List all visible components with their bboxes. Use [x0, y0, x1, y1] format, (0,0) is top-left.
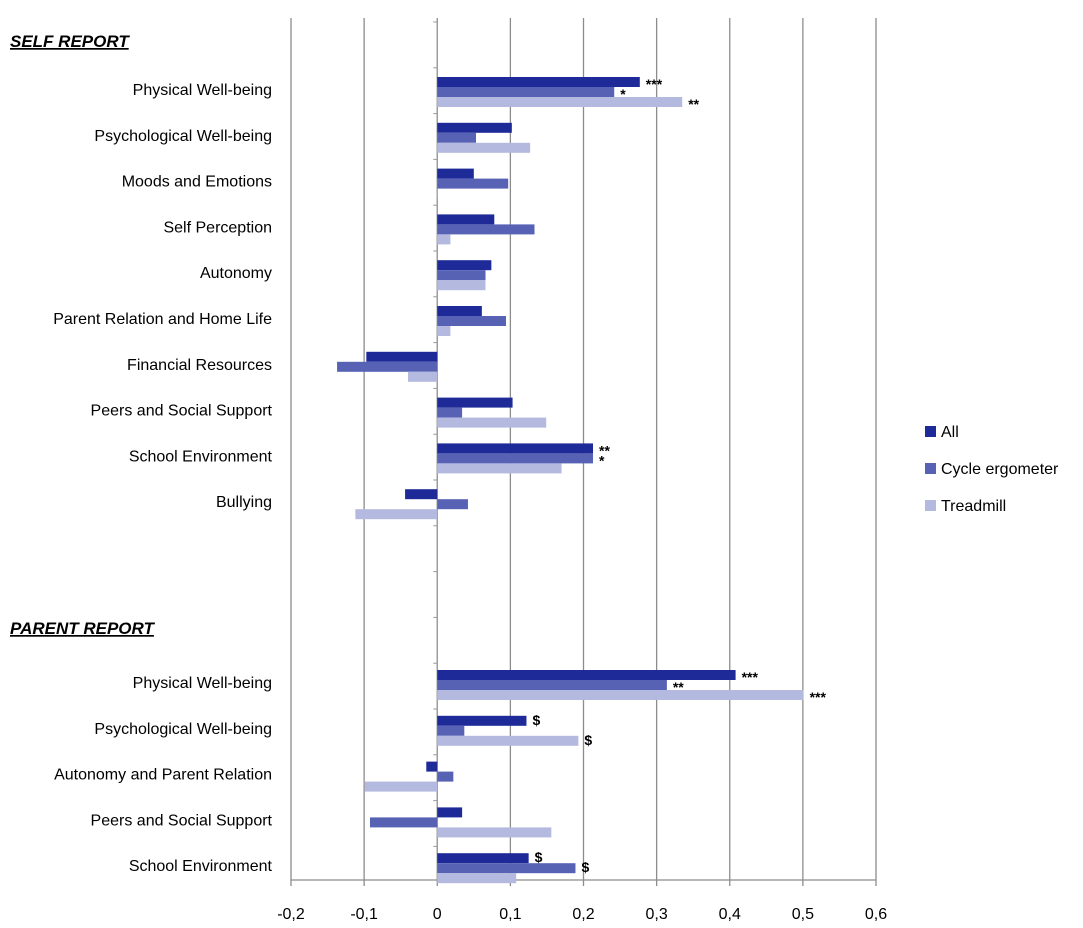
bar-all [426, 761, 438, 772]
legend-label: Cycle ergometer [941, 461, 1059, 478]
legend-swatch [925, 463, 936, 474]
bar-cycle-ergometer [437, 863, 576, 874]
category-label: Physical Well-being [133, 675, 272, 692]
category-label: Psychological Well-being [94, 128, 272, 145]
bar-all [437, 670, 736, 680]
significance-marker: *** [810, 689, 827, 705]
x-tick-label: 0,2 [572, 906, 594, 923]
bar-cycle-ergometer [437, 453, 594, 464]
category-label: Peers and Social Support [91, 812, 273, 829]
x-tick-label: 0,4 [719, 906, 741, 923]
bar-all [437, 214, 495, 225]
bar-treadmill [437, 188, 438, 199]
significance-marker: $ [532, 712, 540, 728]
significance-marker: ** [673, 679, 684, 695]
category-label: Financial Resources [127, 357, 272, 374]
bar-all [437, 397, 513, 408]
bar-cycle-ergometer [437, 132, 477, 143]
legend-swatch [925, 500, 936, 511]
bar-treadmill [437, 827, 552, 838]
bar-treadmill [437, 142, 531, 153]
bar-cycle-ergometer [437, 178, 509, 189]
significance-marker: $ [581, 859, 589, 875]
bar-treadmill [437, 97, 683, 107]
bar-treadmill [437, 873, 517, 884]
category-label: Self Perception [163, 219, 272, 236]
legend-label: All [941, 424, 959, 441]
bar-all [366, 351, 438, 362]
significance-marker: $ [584, 732, 592, 748]
section-heading: PARENT REPORT [10, 619, 156, 638]
bar-treadmill [437, 690, 804, 700]
bar-cycle-ergometer [437, 270, 486, 281]
x-tick-label: 0,5 [792, 906, 814, 923]
legend-label: Treadmill [941, 498, 1006, 515]
x-tick-label: 0,3 [646, 906, 668, 923]
category-label: Parent Relation and Home Life [53, 311, 272, 328]
x-tick-label: 0 [433, 906, 442, 923]
bar-treadmill [355, 509, 438, 520]
category-label: Physical Well-being [133, 82, 272, 99]
bar-cycle-ergometer [437, 316, 506, 326]
category-label: Autonomy and Parent Relation [54, 767, 272, 784]
bar-all [437, 168, 474, 179]
category-label: Moods and Emotions [122, 174, 272, 191]
bar-treadmill [437, 735, 579, 746]
bar-cycle-ergometer [369, 817, 438, 828]
significance-marker: * [599, 452, 605, 468]
bar-cycle-ergometer [337, 361, 438, 372]
section-heading: SELF REPORT [10, 32, 130, 51]
significance-marker: ** [688, 96, 699, 112]
bar-all [437, 715, 527, 726]
category-label: Autonomy [200, 265, 272, 282]
significance-marker: $ [535, 849, 543, 865]
bar-all [437, 853, 529, 864]
bar-all [437, 807, 463, 818]
bar-treadmill [437, 463, 562, 474]
legend-swatch [925, 426, 936, 437]
bar-cycle-ergometer [437, 725, 465, 736]
bar-all [437, 260, 492, 271]
bar-all [437, 306, 482, 316]
bar-treadmill [364, 781, 438, 792]
x-tick-label: 0,6 [865, 906, 887, 923]
bar-all [437, 443, 594, 454]
significance-marker: ** [599, 442, 610, 458]
category-label: School Environment [129, 858, 273, 875]
category-label: Psychological Well-being [94, 721, 272, 738]
bar-all [437, 122, 512, 133]
significance-marker: *** [742, 669, 759, 685]
bar-cycle-ergometer [437, 87, 615, 97]
category-label: Peers and Social Support [91, 403, 273, 420]
x-tick-label: -0,1 [350, 906, 378, 923]
bar-all [405, 489, 438, 500]
bar-cycle-ergometer [437, 224, 535, 235]
category-label: School Environment [129, 448, 273, 465]
x-tick-label: 0,1 [499, 906, 521, 923]
bar-treadmill [408, 371, 438, 382]
bar-cycle-ergometer [437, 771, 454, 782]
category-label: Bullying [216, 494, 272, 511]
bar-cycle-ergometer [437, 680, 667, 690]
bar-treadmill [437, 417, 547, 428]
bar-treadmill [437, 326, 451, 336]
bar-cycle-ergometer [437, 499, 468, 510]
significance-marker: * [620, 86, 626, 102]
significance-marker: *** [646, 76, 663, 92]
bar-cycle-ergometer [437, 407, 463, 418]
bar-all [437, 77, 640, 87]
bar-treadmill [437, 280, 486, 291]
bar-treadmill [437, 234, 451, 245]
x-tick-label: -0,2 [277, 906, 305, 923]
